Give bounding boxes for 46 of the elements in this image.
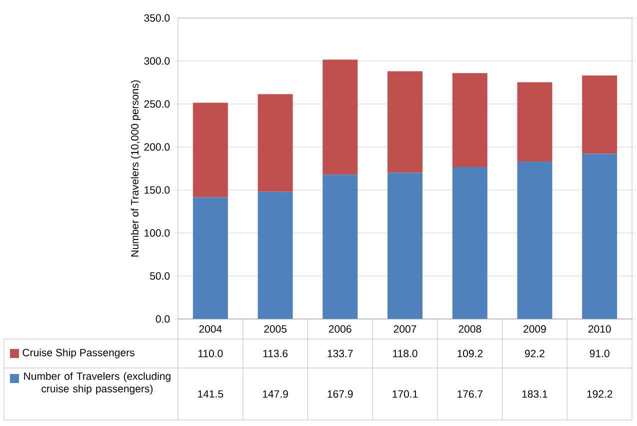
data-label: 118.0 [393,350,418,358]
data-label: 110.0 [198,350,223,358]
y-tick-label: 250.0 [144,100,170,108]
y-tick-label: 150.0 [144,186,170,194]
x-tick-label: 2008 [458,325,482,333]
y-tick-label: 300.0 [144,57,170,65]
bar [258,192,293,319]
data-label: 113.6 [263,350,288,358]
data-label: 147.9 [262,390,288,398]
legend-label: Number of Travelers (excluding cruise ship passengers) [24,372,170,394]
bar [258,94,293,192]
y-tick-label: 50.0 [150,272,170,280]
bar [192,102,228,198]
data-label: 167.9 [328,390,353,398]
data-label: 109.2 [458,350,483,358]
bar [517,82,552,162]
y-tick-label: 0.0 [156,315,170,323]
x-tick-label: 2009 [524,325,546,333]
data-label: 170.1 [392,390,418,398]
y-tick-label: 100.0 [144,229,170,237]
data-label: 183.1 [522,390,548,398]
x-tick-label: 2004 [199,325,222,333]
bar [192,197,228,319]
bar [582,154,618,319]
x-tick-label: 2005 [264,325,287,333]
bar [452,167,488,319]
data-label: 133.7 [328,350,353,358]
data-label: 92.2 [524,350,544,358]
y-axis-title: Number of Travelers (10,000 persons) [130,80,141,256]
bar [517,162,552,319]
data-label: 91.0 [590,350,610,358]
data-label: 176.7 [458,390,483,398]
bar [322,174,358,319]
bar [388,71,423,173]
x-tick-label: 2007 [394,325,416,333]
data-label: 141.5 [198,390,224,398]
x-tick-label: 2006 [328,325,352,333]
y-tick-label: 350.0 [144,14,170,22]
y-tick-label: 200.0 [144,143,170,151]
bar [388,172,423,319]
x-tick-label: 2010 [588,325,611,333]
bar [582,75,618,154]
data-label: 192.2 [587,390,612,398]
legend-label: Cruise Ship Passengers [22,348,134,358]
bar [322,60,358,175]
bar [452,73,488,168]
